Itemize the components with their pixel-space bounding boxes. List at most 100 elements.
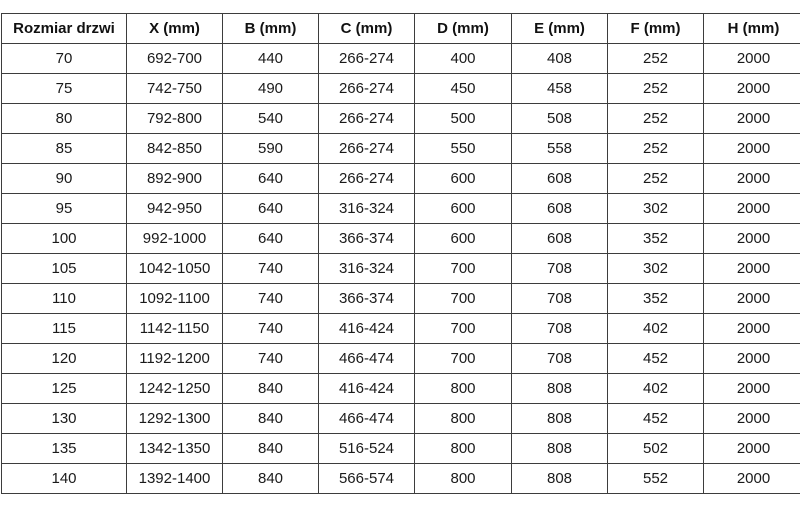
row-size-cell: 75 (1, 73, 127, 104)
table-row: 75 742-750 490 266-274 450 458 252 2000 (1, 73, 800, 104)
table-cell: 608 (511, 223, 608, 254)
column-header: C (mm) (318, 13, 415, 44)
table-cell: 692-700 (126, 43, 223, 74)
table-cell: 266-274 (318, 163, 415, 194)
table-cell: 266-274 (318, 43, 415, 74)
table-cell: 840 (222, 463, 319, 494)
table-cell: 252 (607, 163, 704, 194)
row-size-cell: 130 (1, 403, 127, 434)
table-cell: 808 (511, 403, 608, 434)
table-cell: 2000 (703, 43, 800, 74)
table-cell: 840 (222, 403, 319, 434)
table-cell: 1192-1200 (126, 343, 223, 374)
table-cell: 700 (414, 343, 512, 374)
table-cell: 316-324 (318, 193, 415, 224)
door-size-table-container: Rozmiar drzwi X (mm) B (mm) C (mm) D (mm) E (… (1, 13, 800, 494)
table-cell: 490 (222, 73, 319, 104)
table-cell: 640 (222, 223, 319, 254)
table-row: 105 1042-1050 740 316-324 700 708 302 2000 (1, 253, 800, 284)
table-cell: 352 (607, 283, 704, 314)
table-cell: 800 (414, 463, 512, 494)
table-cell: 1042-1050 (126, 253, 223, 284)
table-cell: 402 (607, 373, 704, 404)
column-header: E (mm) (511, 13, 608, 44)
table-cell: 466-474 (318, 343, 415, 374)
table-row: 110 1092-1100 740 366-374 700 708 352 2000 (1, 283, 800, 314)
table-cell: 416-424 (318, 313, 415, 344)
table-cell: 708 (511, 343, 608, 374)
table-row: 115 1142-1150 740 416-424 700 708 402 2000 (1, 313, 800, 344)
table-row: 120 1192-1200 740 466-474 700 708 452 2000 (1, 343, 800, 374)
table-cell: 740 (222, 343, 319, 374)
table-cell: 742-750 (126, 73, 223, 104)
table-cell: 1092-1100 (126, 283, 223, 314)
table-cell: 540 (222, 103, 319, 134)
table-cell: 2000 (703, 463, 800, 494)
table-cell: 252 (607, 43, 704, 74)
table-cell: 450 (414, 73, 512, 104)
table-cell: 452 (607, 343, 704, 374)
table-cell: 640 (222, 163, 319, 194)
column-header: X (mm) (126, 13, 223, 44)
table-cell: 402 (607, 313, 704, 344)
table-cell: 942-950 (126, 193, 223, 224)
table-cell: 700 (414, 283, 512, 314)
table-cell: 252 (607, 133, 704, 164)
table-cell: 400 (414, 43, 512, 74)
table-cell: 552 (607, 463, 704, 494)
table-cell: 792-800 (126, 103, 223, 134)
table-row: 125 1242-1250 840 416-424 800 808 402 2000 (1, 373, 800, 404)
table-cell: 508 (511, 103, 608, 134)
table-row: 135 1342-1350 840 516-524 800 808 502 2000 (1, 433, 800, 464)
row-size-cell: 125 (1, 373, 127, 404)
table-cell: 502 (607, 433, 704, 464)
row-size-cell: 115 (1, 313, 127, 344)
table-cell: 366-374 (318, 283, 415, 314)
column-header: Rozmiar drzwi (1, 13, 127, 44)
row-size-cell: 135 (1, 433, 127, 464)
door-size-spec-table: Rozmiar drzwi X (mm) B (mm) C (mm) D (mm) E (… (1, 13, 800, 494)
table-cell: 800 (414, 433, 512, 464)
table-cell: 1292-1300 (126, 403, 223, 434)
row-size-cell: 70 (1, 43, 127, 74)
table-row: 95 942-950 640 316-324 600 608 302 2000 (1, 193, 800, 224)
table-cell: 1392-1400 (126, 463, 223, 494)
row-size-cell: 140 (1, 463, 127, 494)
table-cell: 2000 (703, 163, 800, 194)
table-cell: 800 (414, 403, 512, 434)
table-body: 70 692-700 440 266-274 400 408 252 2000 75 742-75… (1, 43, 800, 494)
table-cell: 1342-1350 (126, 433, 223, 464)
table-row: 80 792-800 540 266-274 500 508 252 2000 (1, 103, 800, 134)
table-cell: 316-324 (318, 253, 415, 284)
table-cell: 302 (607, 193, 704, 224)
column-header: H (mm) (703, 13, 800, 44)
table-cell: 608 (511, 193, 608, 224)
table-cell: 708 (511, 313, 608, 344)
table-cell: 600 (414, 193, 512, 224)
table-cell: 2000 (703, 313, 800, 344)
table-cell: 266-274 (318, 73, 415, 104)
row-size-cell: 110 (1, 283, 127, 314)
table-cell: 800 (414, 373, 512, 404)
table-row: 85 842-850 590 266-274 550 558 252 2000 (1, 133, 800, 164)
table-row: 100 992-1000 640 366-374 600 608 352 2000 (1, 223, 800, 254)
row-size-cell: 120 (1, 343, 127, 374)
table-cell: 458 (511, 73, 608, 104)
table-cell: 700 (414, 313, 512, 344)
table-cell: 452 (607, 403, 704, 434)
table-cell: 2000 (703, 373, 800, 404)
table-cell: 2000 (703, 283, 800, 314)
table-cell: 608 (511, 163, 608, 194)
table-cell: 992-1000 (126, 223, 223, 254)
table-cell: 740 (222, 283, 319, 314)
table-cell: 740 (222, 313, 319, 344)
table-cell: 366-374 (318, 223, 415, 254)
table-cell: 590 (222, 133, 319, 164)
table-cell: 600 (414, 223, 512, 254)
table-cell: 808 (511, 433, 608, 464)
row-size-cell: 100 (1, 223, 127, 254)
table-cell: 252 (607, 73, 704, 104)
row-size-cell: 105 (1, 253, 127, 284)
table-row: 70 692-700 440 266-274 400 408 252 2000 (1, 43, 800, 74)
table-cell: 892-900 (126, 163, 223, 194)
